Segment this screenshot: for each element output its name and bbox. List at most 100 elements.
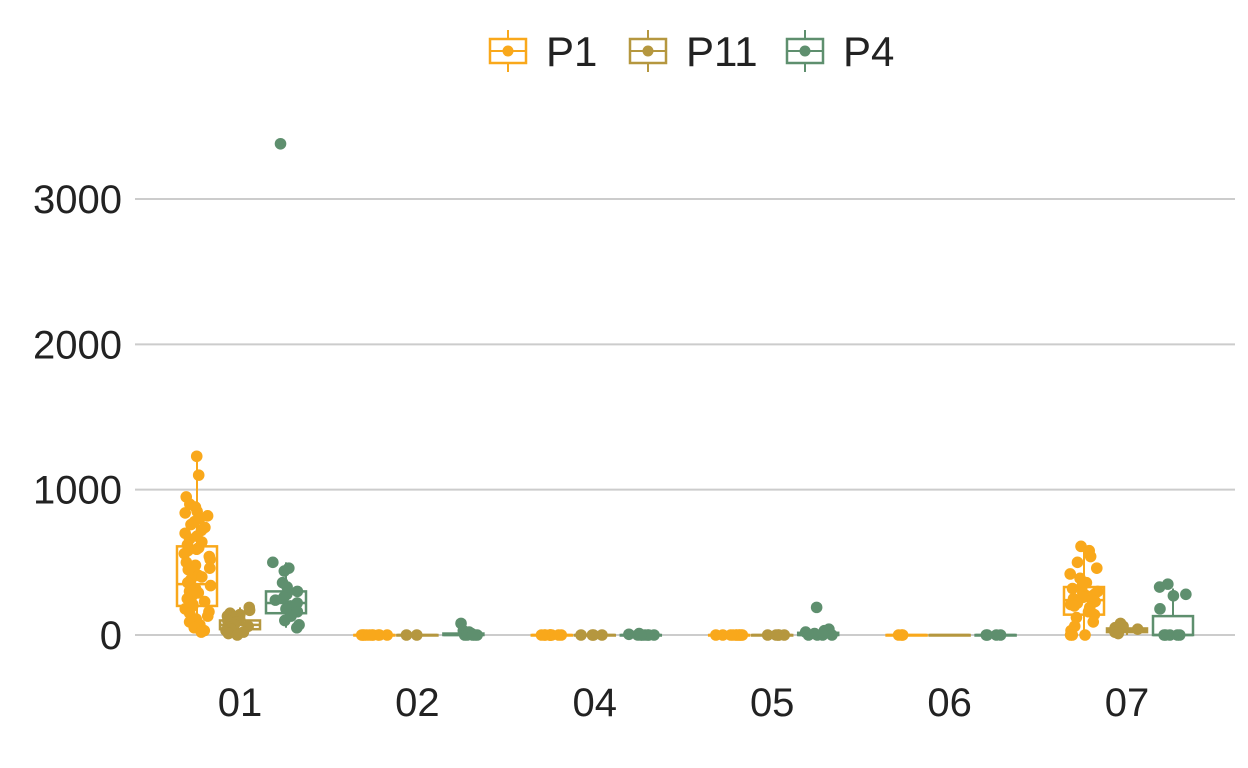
- data-point: [1112, 627, 1125, 640]
- box-P1-04: [530, 629, 574, 641]
- data-point: [231, 629, 244, 641]
- data-point: [1084, 550, 1097, 563]
- data-point: [1153, 581, 1166, 593]
- legend-key-point: [502, 45, 514, 57]
- data-point: [381, 629, 393, 641]
- data-point: [222, 627, 235, 640]
- data-point: [770, 629, 782, 641]
- axes: 0 1000 2000 3000 01 02 04 05 06 07: [33, 178, 1149, 725]
- legend-label: P11: [686, 28, 758, 75]
- x-tick-label: 06: [927, 681, 972, 725]
- box-P4-07: [1151, 578, 1195, 641]
- data-point: [1071, 556, 1084, 569]
- legend-label: P4: [843, 28, 894, 75]
- data-point: [195, 626, 208, 638]
- data-point: [279, 614, 291, 627]
- data-point: [1173, 629, 1186, 641]
- data-point: [587, 629, 600, 641]
- data-point: [400, 629, 413, 641]
- data-point: [816, 629, 829, 641]
- data-point: [1090, 562, 1103, 574]
- data-point: [1064, 629, 1077, 641]
- data-point: [204, 553, 216, 566]
- data-point: [410, 629, 423, 641]
- box-P11-07: [1105, 617, 1149, 640]
- box-P11-06: [928, 633, 971, 637]
- data-point: [278, 565, 291, 577]
- data-point: [1064, 568, 1076, 580]
- y-tick-label: 2000: [33, 323, 122, 367]
- data-point: [981, 629, 994, 641]
- box-P1-01: [175, 450, 219, 638]
- data-point: [535, 629, 548, 641]
- legend: P1 P11 P4: [488, 28, 894, 75]
- data-point: [196, 571, 208, 583]
- box-P1-07: [1062, 540, 1106, 641]
- x-tick-label: 05: [750, 681, 795, 725]
- legend-item-P11: P11: [628, 28, 758, 75]
- x-tick-label: 02: [395, 681, 440, 725]
- data-point: [204, 579, 217, 592]
- data-point: [596, 629, 608, 641]
- data-point: [1167, 589, 1180, 602]
- legend-item-P4: P4: [785, 28, 894, 75]
- data-point: [802, 629, 815, 641]
- box-P1-06: [885, 629, 928, 641]
- data-point: [552, 629, 565, 641]
- data-point: [267, 556, 279, 569]
- legend-item-P1: P1: [488, 28, 597, 75]
- data-point: [185, 518, 197, 531]
- data-point: [372, 629, 385, 641]
- data-point: [1180, 588, 1192, 601]
- data-point: [1066, 582, 1079, 595]
- x-tick-label: 04: [573, 681, 618, 725]
- data-point: [1131, 623, 1144, 635]
- data-point: [291, 585, 304, 598]
- data-point: [761, 629, 774, 641]
- box-P4-05: [796, 601, 840, 641]
- data-point: [1154, 603, 1166, 615]
- box-P11-05: [750, 629, 794, 641]
- data-point: [192, 469, 205, 481]
- data-point: [274, 137, 287, 150]
- data-point: [1070, 611, 1083, 624]
- legend-key-point: [799, 45, 811, 57]
- data-point: [990, 629, 1003, 641]
- data-point: [575, 629, 587, 641]
- data-point: [363, 629, 376, 641]
- data-point: [201, 610, 214, 622]
- x-tick-label: 07: [1105, 681, 1150, 725]
- x-tick-label: 01: [218, 681, 263, 725]
- data-point: [635, 629, 647, 641]
- box-P4-06: [974, 629, 1017, 641]
- y-tick-label: 0: [100, 614, 122, 658]
- data-point: [178, 547, 191, 560]
- box-P11-02: [396, 629, 439, 641]
- y-tick-label: 1000: [33, 469, 122, 513]
- data-point: [1068, 600, 1081, 612]
- data-point: [243, 604, 256, 617]
- data-point: [269, 594, 282, 606]
- box-P4-04: [619, 627, 663, 641]
- legend-key-point: [642, 45, 654, 57]
- data-point: [892, 629, 905, 641]
- data-point: [1159, 629, 1172, 641]
- data-point: [623, 628, 635, 641]
- gridlines: [135, 198, 1235, 636]
- data-point: [291, 621, 303, 634]
- box-P11-04: [573, 629, 617, 641]
- data-point: [810, 601, 823, 614]
- box-P4-02: [442, 617, 485, 641]
- data-point: [203, 562, 216, 574]
- data-point: [190, 450, 203, 463]
- data-point: [724, 629, 737, 641]
- data-point: [1087, 616, 1100, 628]
- data-point: [179, 507, 191, 519]
- data-point: [1079, 629, 1091, 641]
- box-P11-01: [218, 601, 262, 641]
- data-point: [826, 629, 838, 641]
- data-point: [190, 543, 203, 556]
- plot-area: [175, 137, 1195, 641]
- y-tick-label: 3000: [33, 178, 122, 222]
